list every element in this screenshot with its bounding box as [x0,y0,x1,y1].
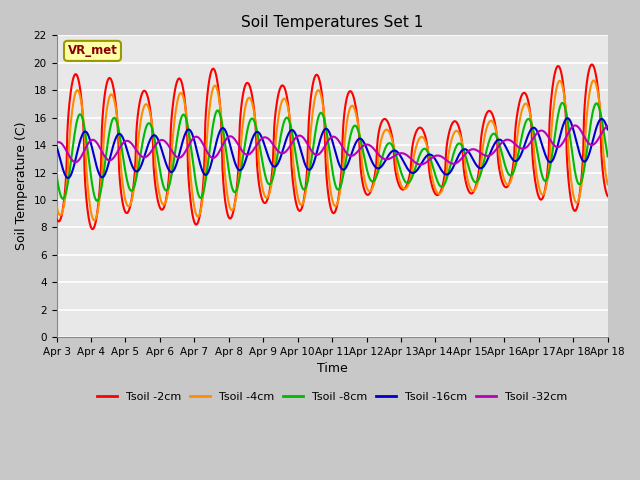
Legend: Tsoil -2cm, Tsoil -4cm, Tsoil -8cm, Tsoil -16cm, Tsoil -32cm: Tsoil -2cm, Tsoil -4cm, Tsoil -8cm, Tsoi… [93,388,572,407]
Text: VR_met: VR_met [68,44,117,58]
Title: Soil Temperatures Set 1: Soil Temperatures Set 1 [241,15,423,30]
X-axis label: Time: Time [317,362,348,375]
Y-axis label: Soil Temperature (C): Soil Temperature (C) [15,122,28,251]
